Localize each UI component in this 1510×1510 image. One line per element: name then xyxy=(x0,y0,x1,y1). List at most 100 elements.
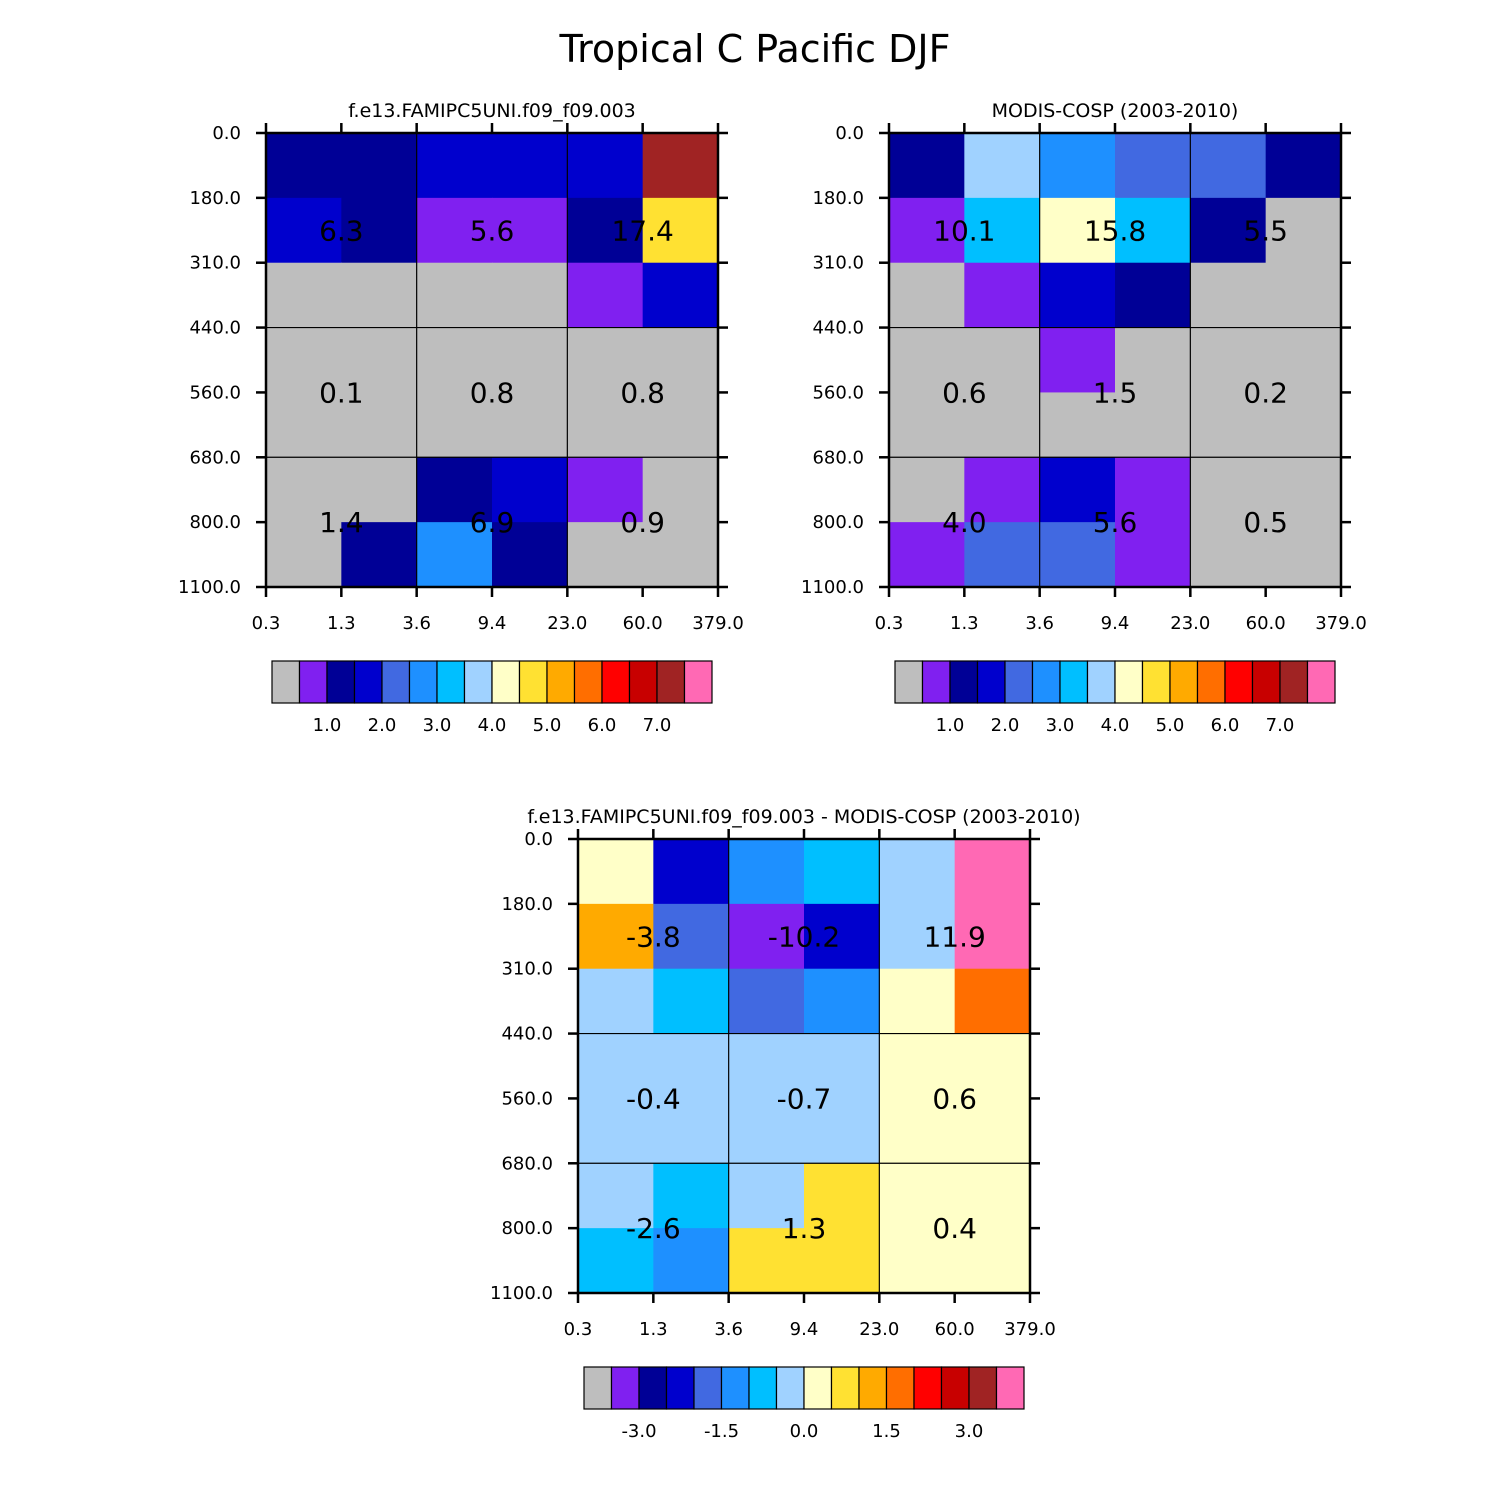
heatmap-cell xyxy=(1190,522,1267,588)
panel-title: f.e13.FAMIPC5UNI.f09_f09.003 xyxy=(348,100,636,122)
heatmap-cell xyxy=(954,1033,1031,1099)
heatmap-cell xyxy=(578,1098,654,1164)
heatmap-cell xyxy=(954,968,1031,1035)
x-tick-label: 60.0 xyxy=(623,613,663,634)
heatmap-cell xyxy=(567,522,644,588)
heatmap-cell xyxy=(954,1228,1031,1294)
box-value-label: 0.9 xyxy=(620,506,665,539)
heatmap-cell xyxy=(954,1098,1031,1164)
heatmap-panel-2: MODIS-COSP (2003-2010) 10.1 15.8 5.5 0.6 1.5 0… xyxy=(801,100,1367,736)
colorbar-swatch xyxy=(1169,660,1199,704)
heatmap-cell xyxy=(804,1228,880,1294)
colorbar-swatch xyxy=(638,1366,668,1410)
heatmap-cell xyxy=(1265,133,1342,199)
colorbar-label: -1.5 xyxy=(704,1421,739,1442)
heatmap-cell xyxy=(954,1163,1031,1229)
heatmap-cell xyxy=(567,327,644,393)
colorbar-swatch xyxy=(1004,660,1034,704)
heatmap-cell xyxy=(578,1163,654,1229)
heatmap-cell xyxy=(416,197,493,264)
heatmap-cell xyxy=(1115,327,1191,393)
heatmap-cell xyxy=(492,392,568,458)
heatmap-cell xyxy=(653,1228,730,1294)
y-tick-label: 440.0 xyxy=(501,1024,553,1045)
colorbar-swatch xyxy=(463,660,493,704)
box-value-label: -3.8 xyxy=(626,920,681,953)
heatmap-cell xyxy=(416,522,493,588)
colorbar-swatch xyxy=(656,660,686,704)
box-value-label: 0.6 xyxy=(942,376,987,409)
heatmap-cell xyxy=(266,457,342,523)
panel-title: f.e13.FAMIPC5UNI.f09_f09.003 - MODIS-COS… xyxy=(527,806,1080,828)
colorbar-label: 1.5 xyxy=(872,1421,901,1442)
box-value-label: 11.9 xyxy=(923,920,985,953)
y-tick-label: 310.0 xyxy=(501,959,553,980)
heatmap-cell xyxy=(416,262,493,329)
heatmap-cell xyxy=(889,327,965,393)
box-value-label: 0.1 xyxy=(319,376,364,409)
colorbar-swatch xyxy=(913,1366,943,1410)
box-value-label: 4.0 xyxy=(942,506,987,539)
colorbar-swatch xyxy=(976,660,1006,704)
colorbar-swatch xyxy=(628,660,658,704)
heatmap-cell xyxy=(1115,262,1191,329)
y-tick-label: 680.0 xyxy=(812,447,864,468)
colorbar-label: 1.0 xyxy=(313,715,342,736)
colorbar-swatch xyxy=(748,1366,778,1410)
colorbar-label: 2.0 xyxy=(991,715,1020,736)
y-tick-label: 0.0 xyxy=(212,123,241,144)
heatmap-cell xyxy=(804,1098,880,1164)
heatmap-cell xyxy=(642,522,719,588)
heatmap-cell xyxy=(804,1033,880,1099)
colorbar-swatch xyxy=(949,660,979,704)
main-title: Tropical C Pacific DJF xyxy=(559,27,951,71)
box-value-label: 0.8 xyxy=(470,376,515,409)
heatmap-panel-3: f.e13.FAMIPC5UNI.f09_f09.003 - MODIS-COS… xyxy=(490,806,1081,1442)
heatmap-cell xyxy=(492,457,568,523)
heatmap-cell xyxy=(1190,262,1267,329)
heatmap-cell xyxy=(1265,327,1342,393)
y-tick-label: 1100.0 xyxy=(801,577,864,598)
heatmap-cell xyxy=(879,839,956,905)
y-tick-label: 680.0 xyxy=(189,447,241,468)
heatmap-cell xyxy=(653,1163,730,1229)
colorbar-label: 3.0 xyxy=(955,1421,984,1442)
heatmap-cell xyxy=(642,327,719,393)
colorbar-swatch xyxy=(1086,660,1116,704)
y-tick-label: 440.0 xyxy=(189,318,241,339)
box-value-label: 0.5 xyxy=(1243,506,1288,539)
x-tick-label: 379.0 xyxy=(1315,613,1367,634)
heatmap-cell xyxy=(1039,392,1116,458)
x-tick-label: 9.4 xyxy=(478,613,507,634)
x-tick-label: 0.3 xyxy=(252,613,281,634)
heatmap-cell xyxy=(728,1098,805,1164)
x-tick-label: 60.0 xyxy=(1246,613,1286,634)
colorbar-swatch xyxy=(601,660,631,704)
colorbar-swatch xyxy=(518,660,548,704)
box-value-label: 5.6 xyxy=(1093,506,1138,539)
y-tick-label: 310.0 xyxy=(812,253,864,274)
heatmap-cell xyxy=(578,1033,654,1099)
heatmap-cell xyxy=(642,197,719,264)
colorbar-label: 7.0 xyxy=(1266,715,1295,736)
heatmap-cell xyxy=(341,133,418,199)
heatmap-cell xyxy=(954,903,1031,970)
heatmap-cell xyxy=(1039,522,1116,588)
colorbar-label: 7.0 xyxy=(643,715,672,736)
heatmap-cell xyxy=(416,392,493,458)
heatmap-cell xyxy=(653,1033,730,1099)
x-tick-label: 60.0 xyxy=(935,1319,975,1340)
heatmap-cell xyxy=(642,262,719,329)
x-tick-label: 0.3 xyxy=(875,613,904,634)
x-tick-label: 1.3 xyxy=(639,1319,668,1340)
y-tick-label: 560.0 xyxy=(501,1088,553,1109)
x-tick-label: 23.0 xyxy=(547,613,587,634)
colorbar-label: 5.0 xyxy=(533,715,562,736)
heatmap-cell xyxy=(341,262,418,329)
colorbar-swatch xyxy=(1224,660,1254,704)
heatmap-cell xyxy=(889,392,965,458)
heatmap-cell xyxy=(653,968,730,1035)
heatmap-cell xyxy=(653,839,730,905)
y-tick-label: 560.0 xyxy=(189,382,241,403)
